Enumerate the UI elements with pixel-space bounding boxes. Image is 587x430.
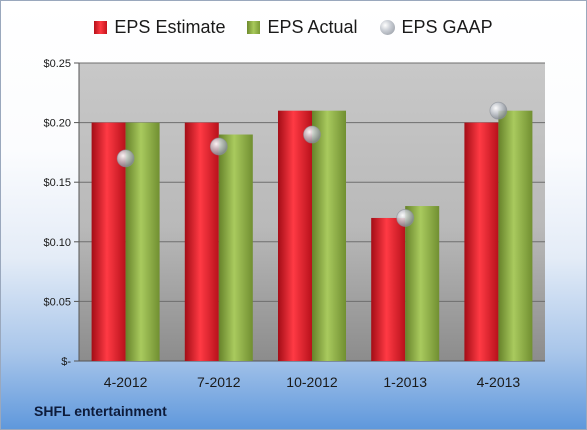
x-tick-label: 4-2013 (477, 374, 521, 390)
legend-marker-gaap (379, 20, 395, 35)
point-eps-gaap (489, 101, 508, 120)
point-eps-gaap (396, 209, 415, 227)
company-name: SHFL entertainment (34, 403, 167, 419)
legend-item-actual: EPS Actual (247, 17, 358, 38)
bar-eps-actual (498, 110, 533, 362)
legend-item-estimate: EPS Estimate (94, 17, 225, 38)
bar-eps-actual (312, 110, 346, 362)
legend-label-estimate: EPS Estimate (114, 17, 226, 37)
bar-eps-estimate (278, 110, 312, 362)
bar-eps-estimate (371, 217, 406, 361)
legend-label-actual: EPS Actual (267, 17, 358, 37)
legend-swatch-estimate (94, 21, 108, 34)
x-tick-label: 1-2013 (383, 374, 427, 390)
legend-item-gaap: EPS GAAP (379, 17, 493, 38)
legend: EPS Estimate EPS Actual EPS GAAP (1, 17, 586, 38)
bar-eps-estimate (464, 122, 499, 361)
x-tick-label: 4-2012 (104, 374, 148, 390)
point-eps-gaap (209, 137, 228, 156)
point-eps-gaap (116, 149, 135, 168)
y-tick-label: $0.10 (43, 237, 71, 249)
x-tick-label: 10-2012 (286, 374, 338, 390)
y-tick-label: $0.05 (43, 296, 71, 308)
x-tick-label: 7-2012 (197, 374, 241, 390)
bar-eps-actual (218, 134, 253, 361)
y-tick-label: $0.20 (43, 118, 71, 130)
y-tick-label: $0.15 (43, 177, 71, 189)
y-tick-label: $- (61, 356, 71, 368)
legend-swatch-actual (247, 21, 261, 34)
bar-eps-actual (405, 206, 440, 361)
point-eps-gaap (303, 125, 321, 144)
y-tick-label: $0.25 (43, 58, 71, 70)
legend-label-gaap: EPS GAAP (401, 17, 493, 37)
bar-eps-estimate (184, 122, 219, 361)
